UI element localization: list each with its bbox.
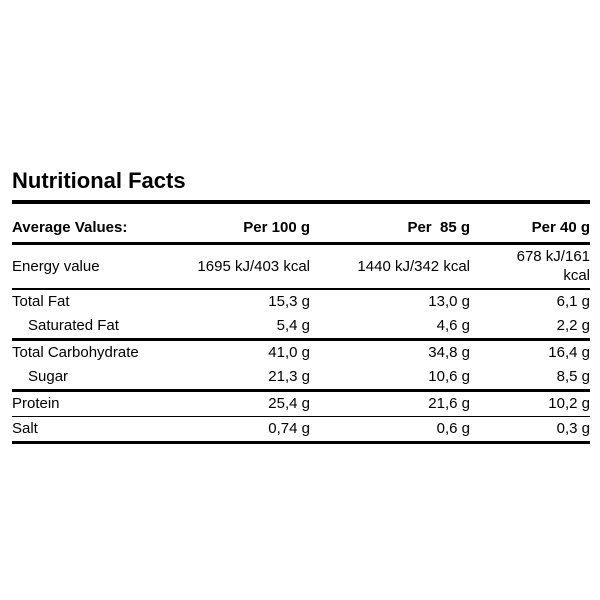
row-value-per-40g: 8,5 g xyxy=(556,368,590,385)
row-value-per-85g: 1440 kJ/342 kcal xyxy=(357,257,470,275)
row-value-per-40g: 0,3 g xyxy=(556,420,590,437)
row-value-per-100g: 25,4 g xyxy=(268,395,310,412)
table-row-energy-value: Energy value 1695 kJ/403 kcal 1440 kJ/34… xyxy=(12,244,590,289)
row-label: Saturated Fat xyxy=(28,317,119,334)
column-header-average-values: Average Values: xyxy=(12,219,128,236)
row-label: Sugar xyxy=(28,368,69,385)
row-value-per-85g: 13,0 g xyxy=(428,293,470,310)
table-row-total-carbohydrate: Total Carbohydrate 41,0 g 34,8 g 16,4 g xyxy=(12,340,590,366)
nutrition-table: Average Values: Per 100 g Per 85 g Per 4… xyxy=(12,217,590,444)
row-value-per-100g: 5,4 g xyxy=(276,317,310,334)
table-row-saturated-fat: Saturated Fat 5,4 g 4,6 g 2,2 g xyxy=(12,314,590,340)
row-label: Total Carbohydrate xyxy=(12,344,139,361)
column-header-per-40g: Per 40 g xyxy=(531,219,590,236)
table-row-salt: Salt 0,74 g 0,6 g 0,3 g xyxy=(12,417,590,443)
column-header-per-100g: Per 100 g xyxy=(243,219,310,236)
row-value-per-40g: 678 kJ/161 kcal xyxy=(516,248,590,284)
table-row-protein: Protein 25,4 g 21,6 g 10,2 g xyxy=(12,391,590,417)
page-title: Nutritional Facts xyxy=(12,168,590,204)
row-label: Total Fat xyxy=(12,293,70,310)
row-value-per-85g: 34,8 g xyxy=(428,344,470,361)
table-header-row: Average Values: Per 100 g Per 85 g Per 4… xyxy=(12,217,590,244)
row-value-per-40g: 10,2 g xyxy=(548,395,590,412)
nutrition-label: Nutritional Facts Average Values: Per 10… xyxy=(12,168,590,444)
row-value-per-40g: 2,2 g xyxy=(556,317,590,334)
row-value-per-100g: 21,3 g xyxy=(268,368,310,385)
column-header-per-85g: Per 85 g xyxy=(407,219,470,236)
row-value-per-100g: 41,0 g xyxy=(268,344,310,361)
table-row-total-fat: Total Fat 15,3 g 13,0 g 6,1 g xyxy=(12,289,590,314)
row-value-per-100g: 0,74 g xyxy=(268,420,310,437)
row-label: Protein xyxy=(12,395,60,412)
row-value-per-100g: 15,3 g xyxy=(268,293,310,310)
row-value-per-85g: 0,6 g xyxy=(436,420,470,437)
row-value-per-85g: 21,6 g xyxy=(428,395,470,412)
row-label: Salt xyxy=(12,420,38,437)
row-value-per-85g: 10,6 g xyxy=(428,368,470,385)
row-value-per-100g: 1695 kJ/403 kcal xyxy=(197,257,310,275)
table-row-sugar: Sugar 21,3 g 10,6 g 8,5 g xyxy=(12,365,590,391)
row-value-per-40g: 6,1 g xyxy=(556,293,590,310)
row-value-per-85g: 4,6 g xyxy=(436,317,470,334)
row-value-per-40g: 16,4 g xyxy=(548,344,590,361)
row-label: Energy value xyxy=(12,257,100,275)
